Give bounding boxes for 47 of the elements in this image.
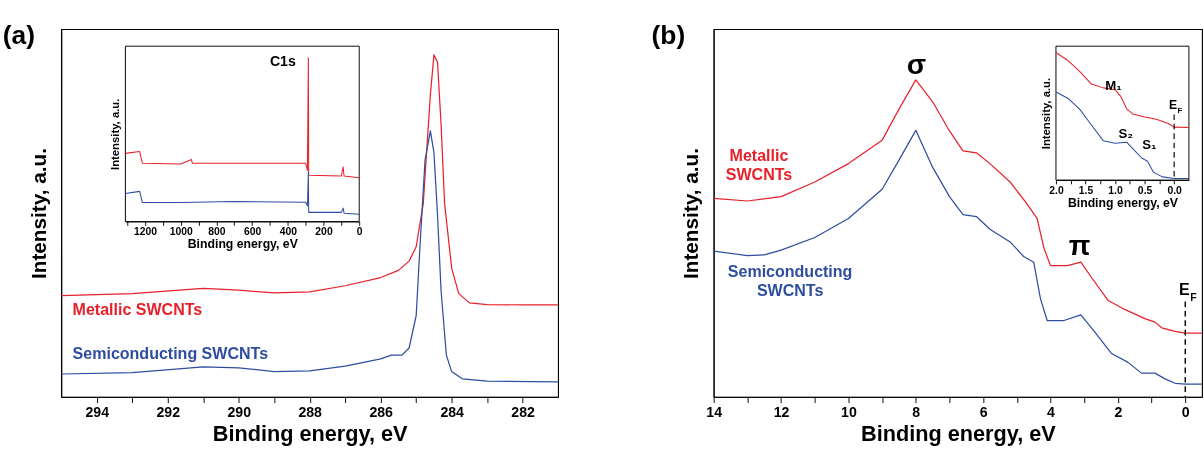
x-tick-label: 10	[841, 404, 857, 421]
x-tick-label: 4	[1047, 404, 1056, 421]
x-tick-label: 284	[440, 404, 465, 421]
series-label: Metallic SWCNTs	[725, 146, 793, 184]
x-tick-label: 288	[298, 404, 323, 421]
annotation: M₁	[1105, 77, 1122, 93]
x-tick-label: 2.0	[1049, 184, 1064, 196]
x-tick-label: 14	[706, 404, 723, 421]
x-tick-label: 286	[369, 404, 394, 421]
chart-title: (a)	[2, 20, 36, 51]
x-tick-label: 600	[243, 226, 262, 238]
x-tick-label: 1000	[169, 226, 193, 238]
x-tick-label: 8	[912, 404, 921, 421]
x-tick-label: 0	[1181, 404, 1190, 421]
annotation: σ	[906, 48, 927, 81]
series-label: Metallic SWCNTs	[72, 299, 203, 318]
x-tick-label: 0	[356, 226, 363, 238]
annotation: S₂	[1118, 125, 1134, 141]
x-tick-label: 12	[773, 404, 790, 421]
x-tick-label: 1200	[133, 226, 158, 238]
x-tick-label: 200	[315, 226, 333, 238]
y-axis-title: Intensity, a.u.	[109, 98, 122, 171]
x-tick-label: 0.0	[1167, 184, 1183, 196]
series-label: Semiconducting SWCNTs	[727, 262, 853, 300]
x-axis-title: Binding energy, eV	[1067, 195, 1179, 210]
series-label: Semiconducting SWCNTs	[72, 344, 269, 363]
y-axis-title: Intensity, a.u.	[1039, 77, 1052, 150]
x-tick-label: 294	[85, 404, 110, 421]
x-axis-title: Binding energy, eV	[861, 420, 1057, 446]
x-tick-label: 290	[227, 404, 252, 421]
x-tick-label: 282	[511, 404, 536, 421]
chart-title: (b)	[651, 20, 686, 51]
x-axis-title: Binding energy, eV	[187, 237, 299, 252]
x-tick-label: 2	[1114, 404, 1123, 421]
y-axis-title: Intensity, a.u.	[679, 148, 703, 280]
x-tick-label: 800	[208, 226, 226, 238]
x-tick-label: 6	[979, 404, 988, 421]
x-axis-title: Binding energy, eV	[212, 420, 409, 446]
y-axis-title: Intensity, a.u.	[26, 148, 50, 280]
x-tick-label: 400	[279, 226, 298, 238]
x-tick-label: 1.0	[1108, 184, 1123, 196]
annotation: π	[1068, 229, 1091, 262]
annotation: S₁	[1142, 136, 1157, 152]
x-tick-label: 1.5	[1078, 184, 1094, 196]
x-tick-label: 292	[156, 404, 181, 421]
x-tick-label: 0.5	[1137, 184, 1153, 196]
annotation: C1s	[269, 52, 296, 69]
